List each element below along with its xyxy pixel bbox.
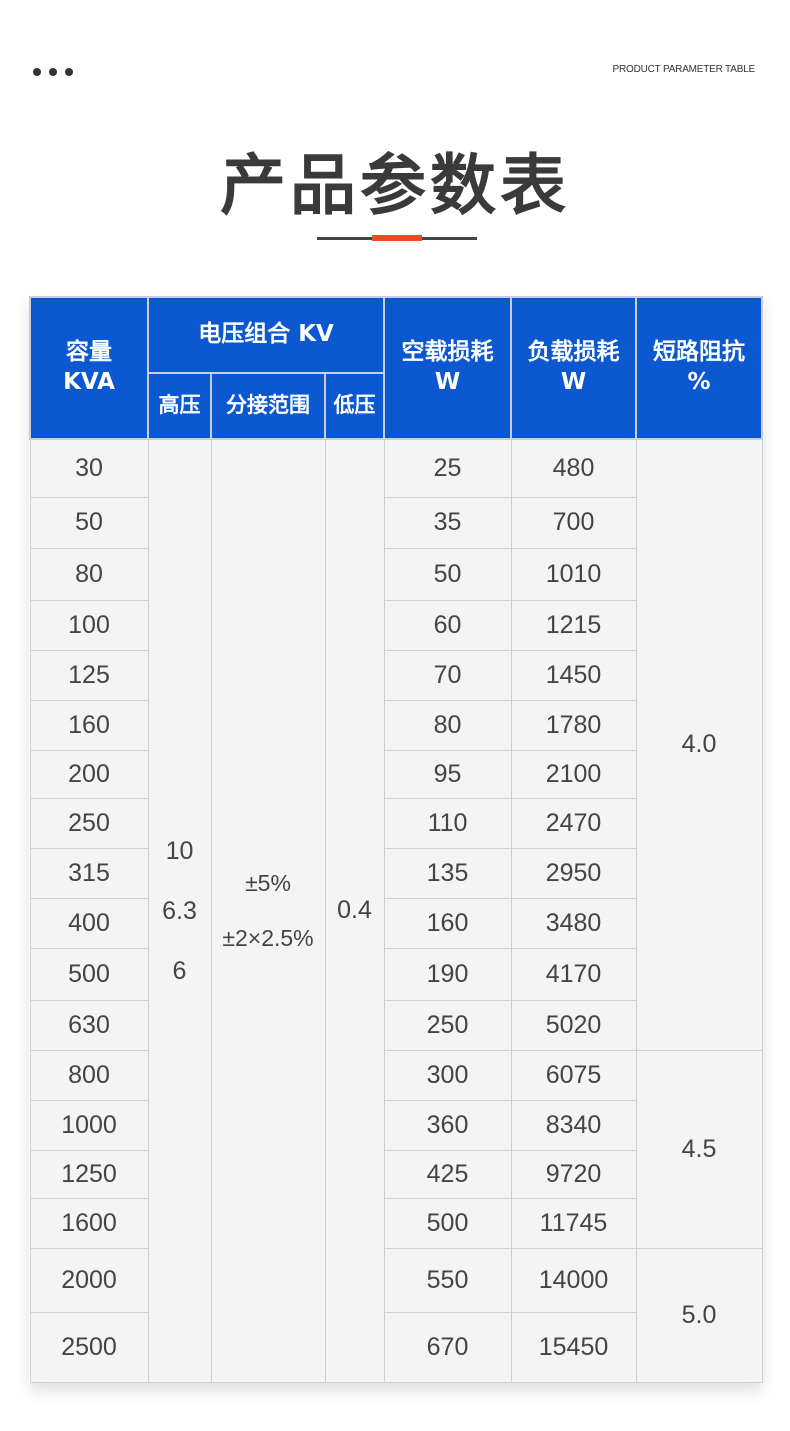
load-loss-cell: 1450	[510, 649, 637, 701]
no-load-loss-cell: 500	[383, 1197, 512, 1249]
table-row: 50 35 700	[29, 496, 762, 549]
capacity-cell: 2000	[29, 1247, 149, 1313]
capacity-cell: 315	[29, 847, 149, 899]
table-row: 200 95 2100	[29, 749, 762, 799]
low-voltage-cell: 0.4	[324, 438, 385, 1383]
load-loss-cell: 700	[510, 496, 637, 549]
load-loss-cell: 8340	[510, 1099, 637, 1151]
load-loss-cell: 4170	[510, 947, 637, 1001]
table-row: 2000 550 14000 5.0	[29, 1247, 763, 1383]
no-load-loss-cell: 425	[383, 1149, 512, 1199]
table-row: 1600 500 11745	[29, 1197, 762, 1249]
no-load-loss-cell: 60	[383, 599, 512, 651]
table-row: 80 50 1010	[29, 547, 762, 601]
table-row: 1250 425 9720	[29, 1149, 762, 1199]
header-high-voltage: 高压	[147, 372, 212, 440]
no-load-loss-cell: 300	[383, 1049, 512, 1101]
header-voltage-group: 电压组合 KV	[146, 296, 386, 374]
load-loss-cell: 1780	[510, 699, 637, 751]
load-loss-cell: 2950	[510, 847, 637, 899]
header-impedance: 短路阻抗%	[635, 296, 764, 440]
header-tap-range: 分接范围	[210, 372, 326, 440]
load-loss-cell: 5020	[510, 999, 637, 1051]
header-load-loss: 负载损耗 W	[510, 296, 638, 440]
load-loss-cell: 15450	[510, 1311, 637, 1383]
page-subtitle: PRODUCT PARAMETER TABLE	[612, 64, 756, 75]
no-load-loss-cell: 110	[383, 797, 512, 849]
no-load-loss-cell: 50	[383, 547, 512, 601]
no-load-loss-cell: 135	[383, 847, 512, 899]
table-row: 250 110 2470	[29, 797, 762, 849]
no-load-loss-cell: 25	[383, 438, 512, 498]
more-dots-icon	[33, 68, 73, 76]
load-loss-cell: 11745	[510, 1197, 637, 1249]
load-loss-cell: 3480	[510, 897, 637, 949]
parameter-table: 容量 KVA 电压组合 KV 空载损耗 W 负载损耗 W 短路阻抗% 高压 分接范围 …	[29, 296, 764, 1383]
capacity-cell: 250	[29, 797, 149, 849]
tap-range-value: ±2×2.5%	[222, 924, 314, 951]
high-voltage-value: 10	[165, 836, 194, 865]
no-load-loss-cell: 670	[383, 1311, 512, 1383]
table-row: 630 250 5020	[29, 999, 762, 1051]
load-loss-cell: 14000	[510, 1247, 637, 1313]
header-capacity: 容量 KVA	[29, 296, 149, 440]
capacity-cell: 30	[29, 438, 149, 498]
table-row: 500 190 4170	[29, 947, 762, 1001]
title-divider-accent	[372, 235, 422, 241]
impedance-cell: 5.0	[635, 1247, 763, 1383]
high-voltage-value: 6	[172, 956, 187, 985]
impedance-cell: 4.0	[635, 438, 763, 1051]
capacity-cell: 50	[29, 496, 149, 549]
capacity-cell: 400	[29, 897, 149, 949]
capacity-cell: 80	[29, 547, 149, 601]
no-load-loss-cell: 95	[383, 749, 512, 799]
table-row: 30 10 6.3 6 ±5% ±2×2.5% 0.4 25 480 4.0	[29, 438, 763, 1383]
capacity-cell: 630	[29, 999, 149, 1051]
capacity-cell: 160	[29, 699, 149, 751]
capacity-cell: 2500	[29, 1311, 149, 1383]
high-voltage-value: 6.3	[162, 896, 197, 925]
no-load-loss-cell: 550	[383, 1247, 512, 1313]
table-row: 315 135 2950	[29, 847, 762, 899]
page-title: 产品参数表	[220, 147, 570, 224]
load-loss-cell: 9720	[510, 1149, 637, 1199]
impedance-cell: 4.5	[635, 1049, 763, 1249]
capacity-cell: 1250	[29, 1149, 149, 1199]
capacity-cell: 125	[29, 649, 149, 701]
no-load-loss-cell: 80	[383, 699, 512, 751]
no-load-loss-cell: 70	[383, 649, 512, 701]
table-row: 100 60 1215	[29, 599, 762, 651]
load-loss-cell: 6075	[510, 1049, 637, 1101]
tap-range-cell: ±5% ±2×2.5%	[210, 438, 326, 1383]
capacity-cell: 1600	[29, 1197, 149, 1249]
load-loss-cell: 2100	[510, 749, 637, 799]
header-low-voltage: 低压	[323, 372, 386, 440]
header-no-load-loss: 空载损耗 W	[383, 296, 513, 440]
table-row: 125 70 1450	[29, 649, 762, 701]
table-row: 1000 360 8340	[29, 1099, 762, 1151]
table-row: 800 300 6075 4.5	[29, 1049, 763, 1249]
capacity-cell: 100	[29, 599, 149, 651]
capacity-cell: 500	[29, 947, 149, 1001]
no-load-loss-cell: 250	[383, 999, 512, 1051]
tap-range-value: ±5%	[245, 869, 291, 896]
no-load-loss-cell: 360	[383, 1099, 512, 1151]
capacity-cell: 200	[29, 749, 149, 799]
no-load-loss-cell: 35	[383, 496, 512, 549]
load-loss-cell: 2470	[510, 797, 637, 849]
table-row: 2500 670 15450	[29, 1311, 762, 1383]
load-loss-cell: 1215	[510, 599, 637, 651]
high-voltage-cell: 10 6.3 6	[147, 438, 212, 1383]
load-loss-cell: 1010	[510, 547, 637, 601]
capacity-cell: 1000	[29, 1099, 149, 1151]
no-load-loss-cell: 190	[383, 947, 512, 1001]
capacity-cell: 800	[29, 1049, 149, 1101]
no-load-loss-cell: 160	[383, 897, 512, 949]
load-loss-cell: 480	[510, 438, 637, 498]
